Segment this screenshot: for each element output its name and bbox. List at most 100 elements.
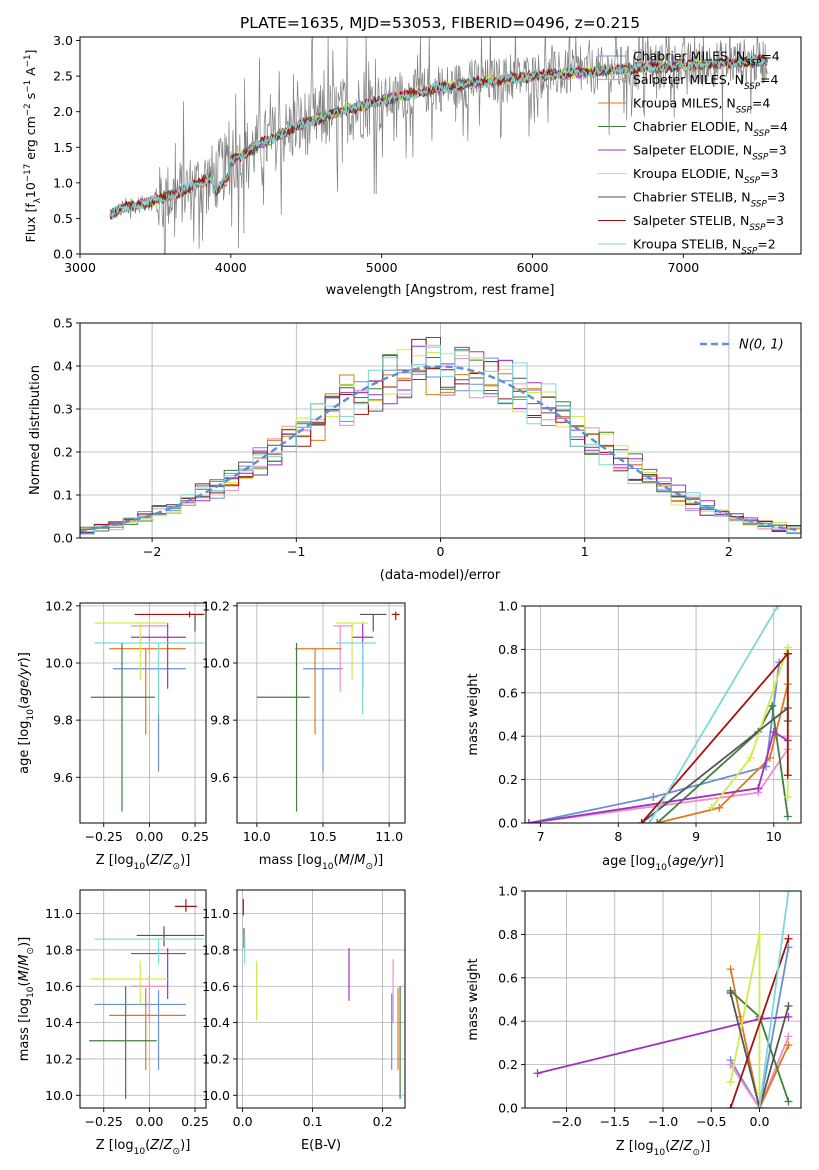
series-marker bbox=[637, 819, 646, 823]
y-tick-label: 10.8 bbox=[45, 942, 73, 957]
series-line-9 bbox=[648, 606, 779, 823]
x-tick-label: 10.0 bbox=[243, 829, 271, 844]
y-tick-label: 10.6 bbox=[202, 979, 230, 994]
series-line-5 bbox=[528, 730, 789, 823]
y-tick-label: 3.0 bbox=[53, 33, 73, 48]
series-marker bbox=[784, 1002, 793, 1011]
errorbar-point-9 bbox=[94, 642, 205, 715]
legend-entry: Salpeter STELIB, NSSP=3 bbox=[633, 213, 784, 233]
y-tick-label: 0.0 bbox=[498, 816, 518, 831]
x-tick-label: 7 bbox=[537, 829, 545, 844]
errorbar-point-3 bbox=[109, 648, 186, 735]
series-marker bbox=[784, 891, 793, 895]
x-axis-label: Z [log10(Z/Z⊙)] bbox=[96, 1138, 191, 1157]
y-axis-label: mass [log10(M/M⊙)] bbox=[17, 937, 36, 1061]
y-tick-label: 11.0 bbox=[45, 906, 73, 921]
y-tick-label: 0.1 bbox=[53, 488, 73, 503]
y-axis-label: Normed distribution bbox=[28, 365, 43, 495]
axes-residuals: −2 −1 0 1 2 0.0 0.1 0.2 0.3 0.4 0.5 N(0, 1) (data-mo… bbox=[28, 316, 802, 583]
series-marker bbox=[783, 771, 792, 780]
x-tick-label: 0.00 bbox=[135, 829, 163, 844]
y-tick-label: 0.0 bbox=[53, 247, 73, 262]
x-tick-label: 2 bbox=[725, 544, 733, 559]
y-tick-label: 0.5 bbox=[53, 316, 73, 331]
errorbar-point-4 bbox=[89, 986, 157, 1099]
y-tick-label: 10.2 bbox=[45, 1051, 73, 1066]
x-tick-label: 0.0 bbox=[750, 1114, 770, 1129]
y-axis-label: age [log10(age/yr)] bbox=[17, 652, 36, 774]
legend-entry: Kroupa MILES, NSSP=4 bbox=[633, 96, 770, 116]
x-axis-label: (data-model)/error bbox=[380, 568, 501, 583]
errorbar-point-1 bbox=[303, 668, 343, 772]
errorbar-point-3 bbox=[295, 648, 342, 735]
legend-entry: Kroupa ELODIE, NSSP=3 bbox=[633, 166, 778, 186]
grid bbox=[237, 603, 405, 823]
axes-frame bbox=[79, 889, 207, 1109]
y-tick-label: 10.0 bbox=[202, 1088, 230, 1103]
series-marker bbox=[653, 819, 662, 823]
series-marker bbox=[784, 1097, 793, 1106]
x-tick-label: 0.2 bbox=[373, 1114, 393, 1129]
errorbar-point-3 bbox=[109, 988, 186, 1070]
errorbar-point-2 bbox=[131, 975, 168, 1023]
series-marker bbox=[755, 930, 764, 939]
series-marker bbox=[769, 727, 778, 736]
errorbar-point-6 bbox=[336, 622, 368, 681]
y-tick-label: 10.2 bbox=[45, 598, 73, 613]
x-tick-label: 8 bbox=[614, 829, 622, 844]
series-marker bbox=[784, 1041, 793, 1050]
errorbar-point-2 bbox=[333, 625, 354, 692]
x-tick-label: 10.5 bbox=[309, 829, 337, 844]
axes-age_vs_mass: 10.0 10.5 11.0 9.6 9.8 10.0 10.2 mass [log10(M/… bbox=[202, 598, 406, 872]
y-tick-label: 9.6 bbox=[210, 770, 230, 785]
x-axis-label: mass [log10(M/M⊙)] bbox=[259, 853, 383, 872]
x-tick-label: 1 bbox=[581, 544, 589, 559]
y-axis-label: mass weight bbox=[466, 958, 481, 1040]
y-tick-label: 0.8 bbox=[498, 642, 518, 657]
series-marker bbox=[645, 819, 654, 823]
x-tick-label: −2.0 bbox=[551, 1114, 581, 1129]
series-marker bbox=[783, 792, 792, 801]
y-tick-label: 0.2 bbox=[53, 445, 73, 460]
x-tick-label: 0.1 bbox=[303, 1114, 323, 1129]
x-axis-label: Z [log10(Z/Z⊙)] bbox=[616, 1139, 711, 1158]
axes-frame bbox=[79, 36, 802, 255]
spectrum-model-line-9 bbox=[109, 53, 768, 218]
axes-frame bbox=[79, 602, 207, 824]
y-tick-label: 2.5 bbox=[53, 69, 73, 84]
legend-entry: Chabrier MILES, NSSP=4 bbox=[633, 49, 780, 69]
y-tick-label: 0.8 bbox=[498, 927, 518, 942]
x-axis-label: E(B-V) bbox=[301, 1138, 341, 1153]
y-tick-label: 0.0 bbox=[53, 531, 73, 546]
y-tick-label: 10.8 bbox=[202, 942, 230, 957]
series-marker bbox=[784, 934, 793, 943]
errorbar-point-8 bbox=[134, 611, 205, 618]
y-tick-label: 1.0 bbox=[498, 599, 518, 614]
series-marker bbox=[707, 803, 716, 812]
series-marker bbox=[768, 701, 777, 710]
series-line-1 bbox=[729, 947, 790, 1108]
series-marker bbox=[746, 753, 755, 762]
y-tick-label: 11.0 bbox=[202, 906, 230, 921]
x-tick-label: 10 bbox=[766, 829, 782, 844]
y-tick-label: 1.0 bbox=[53, 175, 73, 190]
plot-area bbox=[242, 899, 401, 1099]
plot-area bbox=[109, 37, 768, 254]
axes-spectrum: 3000 4000 5000 6000 7000 0.0 0.5 1.0 1.5 2.0 2.5 3.… bbox=[23, 33, 802, 298]
x-tick-label: 11.0 bbox=[375, 829, 403, 844]
y-tick-label: 0.5 bbox=[53, 211, 73, 226]
errorbar-point-9 bbox=[94, 938, 205, 965]
x-tick-label: −2 bbox=[143, 544, 161, 559]
y-tick-label: 9.8 bbox=[53, 713, 73, 728]
plot-area bbox=[80, 337, 801, 535]
y-tick-label: 2.0 bbox=[53, 104, 73, 119]
y-tick-label: 10.2 bbox=[202, 598, 230, 613]
y-tick-label: 0.4 bbox=[498, 729, 518, 744]
series-line-1 bbox=[528, 662, 781, 823]
grid bbox=[80, 603, 206, 823]
figure-title: PLATE=1635, MJD=53053, FIBERID=0496, z=0… bbox=[240, 14, 640, 32]
x-tick-label: −0.25 bbox=[85, 829, 123, 844]
x-tick-label: 0.00 bbox=[135, 1114, 163, 1129]
spectrum-legend: Chabrier MILES, NSSP=4 Salpeter MILES, NS… bbox=[598, 49, 788, 257]
y-tick-label: 9.6 bbox=[53, 770, 73, 785]
